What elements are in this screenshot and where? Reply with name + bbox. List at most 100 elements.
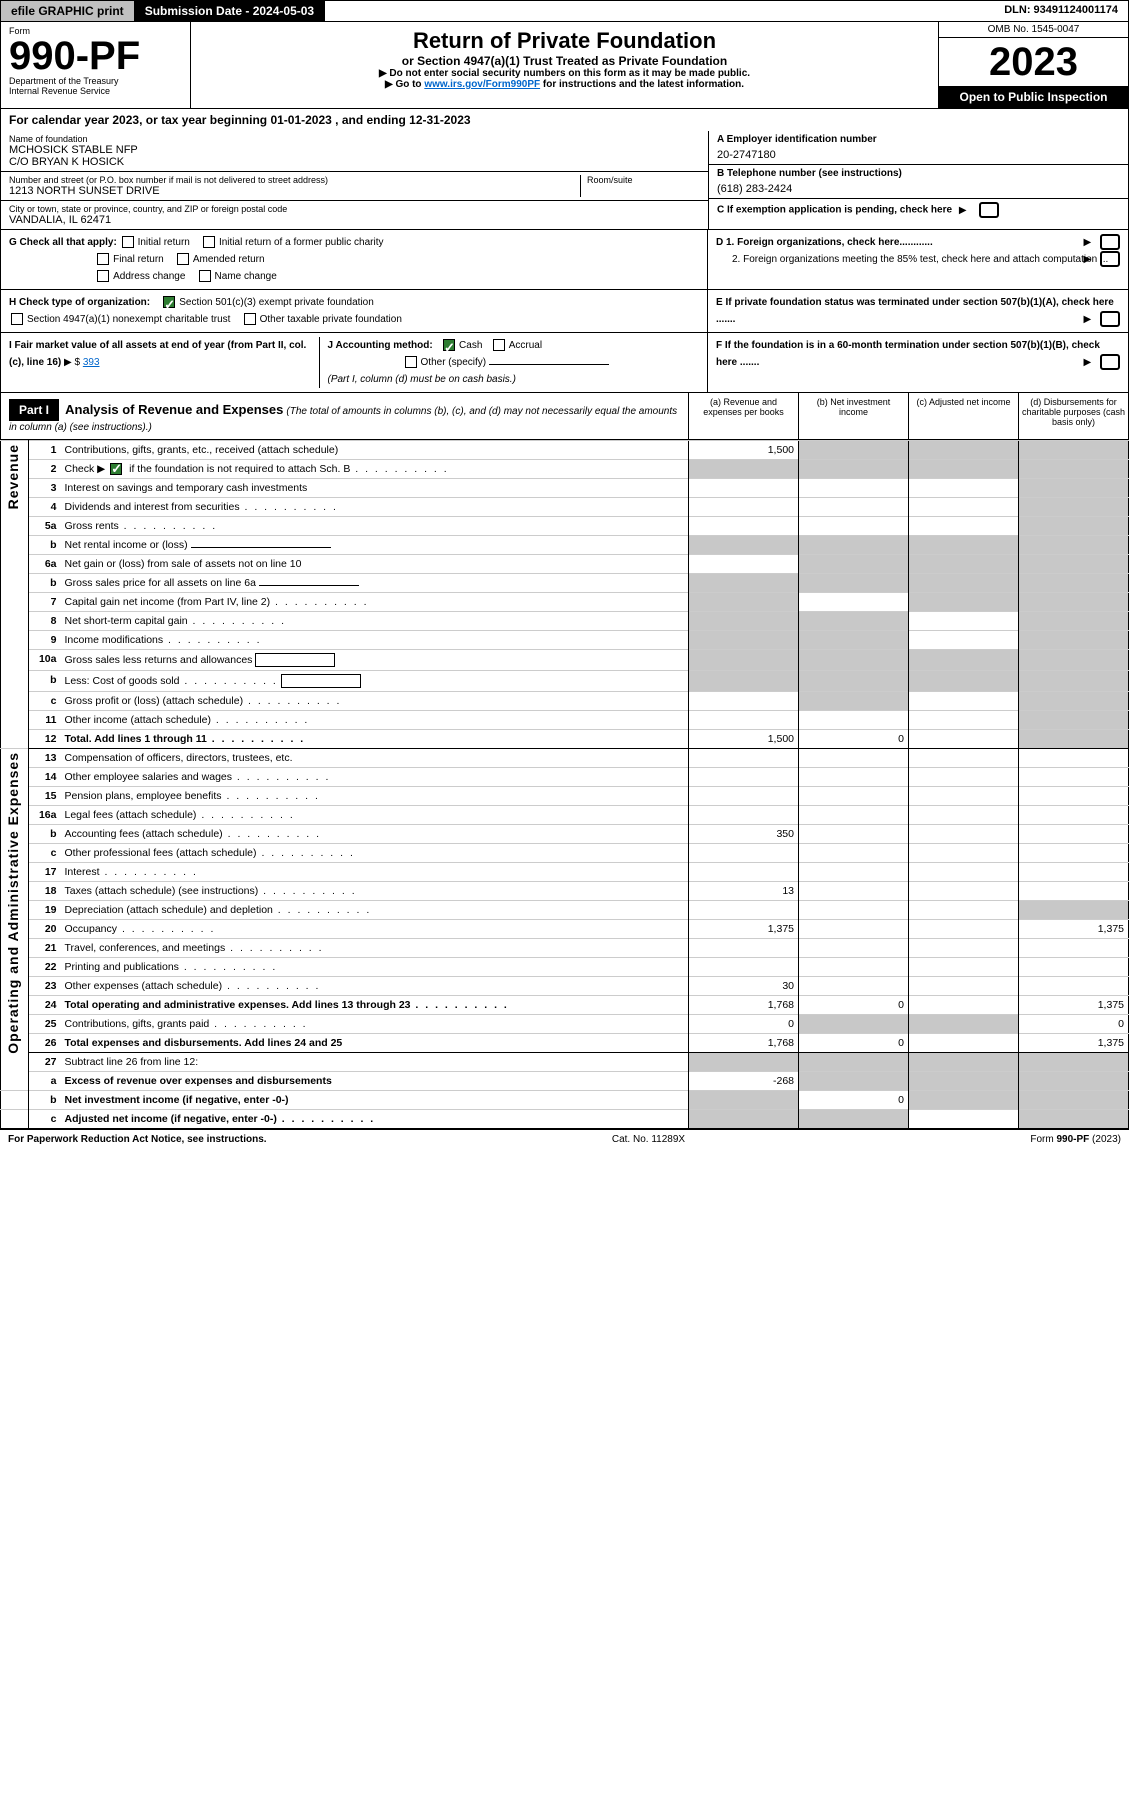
form-title: Return of Private Foundation (201, 28, 928, 54)
irs-label: Internal Revenue Service (9, 86, 182, 96)
table-row: 15Pension plans, employee benefits (1, 787, 1129, 806)
efile-button[interactable]: efile GRAPHIC print (1, 1, 135, 21)
instr-link-row: ▶ Go to www.irs.gov/Form990PF for instru… (201, 79, 928, 90)
table-row: 9Income modifications (1, 631, 1129, 650)
table-row: bNet investment income (if negative, ent… (1, 1091, 1129, 1110)
part1-title: Analysis of Revenue and Expenses (65, 402, 283, 417)
table-row: 5aGross rents (1, 517, 1129, 536)
c-label: C If exemption application is pending, c… (717, 205, 952, 216)
irs-link[interactable]: www.irs.gov/Form990PF (424, 79, 540, 90)
table-row: cAdjusted net income (if negative, enter… (1, 1110, 1129, 1129)
name-label: Name of foundation (9, 134, 700, 144)
col-a-header: (a) Revenue and expenses per books (688, 393, 798, 439)
omb-number: OMB No. 1545-0047 (939, 22, 1128, 38)
col-d-header: (d) Disbursements for charitable purpose… (1018, 393, 1128, 439)
table-row: bGross sales price for all assets on lin… (1, 574, 1129, 593)
j-other-checkbox[interactable] (405, 356, 417, 368)
part1-table: Revenue 1 Contributions, gifts, grants, … (0, 440, 1129, 1129)
d2-checkbox[interactable] (1100, 251, 1120, 267)
table-row: 26Total expenses and disbursements. Add … (1, 1034, 1129, 1053)
col-b-header: (b) Net investment income (798, 393, 908, 439)
j-accrual-checkbox[interactable] (493, 339, 505, 351)
d2-label: 2. Foreign organizations meeting the 85%… (732, 254, 1108, 265)
cat-no: Cat. No. 11289X (612, 1134, 685, 1145)
dln: DLN: 93491124001174 (994, 1, 1128, 21)
table-row: 22Printing and publications (1, 958, 1129, 977)
table-row: 17Interest (1, 863, 1129, 882)
h-other-checkbox[interactable] (244, 313, 256, 325)
g-label: G Check all that apply: (9, 237, 117, 248)
table-row: aExcess of revenue over expenses and dis… (1, 1072, 1129, 1091)
city-state-zip: VANDALIA, IL 62471 (9, 214, 700, 226)
form-subtitle: or Section 4947(a)(1) Trust Treated as P… (201, 54, 928, 68)
table-row: 10aGross sales less returns and allowanc… (1, 650, 1129, 671)
addr-label: Number and street (or P.O. box number if… (9, 175, 580, 185)
open-inspection: Open to Public Inspection (939, 86, 1128, 108)
g-initial-checkbox[interactable] (122, 236, 134, 248)
table-row: 2 Check ▶ if the foundation is not requi… (1, 460, 1129, 479)
f-label: F If the foundation is in a 60-month ter… (716, 340, 1100, 368)
g-d-section: G Check all that apply: Initial return I… (0, 230, 1129, 290)
table-row: 24Total operating and administrative exp… (1, 996, 1129, 1015)
j-cash-checkbox[interactable] (443, 339, 455, 351)
table-row: 16aLegal fees (attach schedule) (1, 806, 1129, 825)
h-label: H Check type of organization: (9, 297, 150, 308)
e-checkbox[interactable] (1100, 311, 1120, 327)
top-bar: efile GRAPHIC print Submission Date - 20… (0, 0, 1129, 22)
j-note: (Part I, column (d) must be on cash basi… (328, 374, 516, 385)
g-address-checkbox[interactable] (97, 270, 109, 282)
street-address: 1213 NORTH SUNSET DRIVE (9, 185, 580, 197)
f-checkbox[interactable] (1100, 354, 1120, 370)
table-row: 27Subtract line 26 from line 12: (1, 1053, 1129, 1072)
g-amended-checkbox[interactable] (177, 253, 189, 265)
form-ref: Form 990-PF (2023) (1030, 1134, 1121, 1145)
arrow-icon: ▶ (959, 205, 967, 216)
table-row: 3Interest on savings and temporary cash … (1, 479, 1129, 498)
e-label: E If private foundation status was termi… (716, 297, 1114, 325)
table-row: 21Travel, conferences, and meetings (1, 939, 1129, 958)
g-initial-former-checkbox[interactable] (203, 236, 215, 248)
room-label: Room/suite (587, 175, 700, 185)
table-row: cGross profit or (loss) (attach schedule… (1, 692, 1129, 711)
city-label: City or town, state or province, country… (9, 204, 700, 214)
dept-treasury: Department of the Treasury (9, 76, 182, 86)
i-value[interactable]: 393 (83, 357, 100, 368)
entity-info: Name of foundation MCHOSICK STABLE NFP C… (0, 131, 1129, 230)
tax-year: 2023 (939, 38, 1128, 86)
opex-side-label: Operating and Administrative Expenses (5, 752, 21, 1054)
calendar-year-line: For calendar year 2023, or tax year begi… (0, 109, 1129, 131)
h-4947-checkbox[interactable] (11, 313, 23, 325)
c-checkbox[interactable] (979, 202, 999, 218)
ein-value: 20-2747180 (717, 145, 1120, 161)
pra-notice: For Paperwork Reduction Act Notice, see … (8, 1134, 267, 1145)
g-final-checkbox[interactable] (97, 253, 109, 265)
i-arrow: ▶ $ (64, 357, 80, 368)
table-row: 25Contributions, gifts, grants paid00 (1, 1015, 1129, 1034)
phone-value: (618) 283-2424 (717, 179, 1120, 195)
table-row: 4Dividends and interest from securities (1, 498, 1129, 517)
i-j-f-section: I Fair market value of all assets at end… (0, 333, 1129, 393)
h-501c3-checkbox[interactable] (163, 296, 175, 308)
table-row: 11Other income (attach schedule) (1, 711, 1129, 730)
part1-label: Part I (9, 399, 59, 421)
table-row: 6aNet gain or (loss) from sale of assets… (1, 555, 1129, 574)
form-header: Form 990-PF Department of the Treasury I… (0, 22, 1129, 109)
phone-label: B Telephone number (see instructions) (717, 168, 1120, 179)
table-row: 20Occupancy1,3751,375 (1, 920, 1129, 939)
table-row: 7Capital gain net income (from Part IV, … (1, 593, 1129, 612)
g-name-checkbox[interactable] (199, 270, 211, 282)
table-row: Operating and Administrative Expenses 13… (1, 749, 1129, 768)
table-row: 12Total. Add lines 1 through 111,5000 (1, 730, 1129, 749)
ein-label: A Employer identification number (717, 134, 1120, 145)
schb-checkbox[interactable] (110, 463, 122, 475)
table-row: 19Depreciation (attach schedule) and dep… (1, 901, 1129, 920)
h-e-section: H Check type of organization: Section 50… (0, 290, 1129, 333)
part1-header: Part I Analysis of Revenue and Expenses … (0, 393, 1129, 440)
form-number: 990-PF (9, 36, 182, 76)
table-row: cOther professional fees (attach schedul… (1, 844, 1129, 863)
table-row: bAccounting fees (attach schedule)350 (1, 825, 1129, 844)
table-row: Revenue 1 Contributions, gifts, grants, … (1, 441, 1129, 460)
d1-checkbox[interactable] (1100, 234, 1120, 250)
i-label: I Fair market value of all assets at end… (9, 340, 306, 368)
j-label: J Accounting method: (328, 340, 433, 351)
